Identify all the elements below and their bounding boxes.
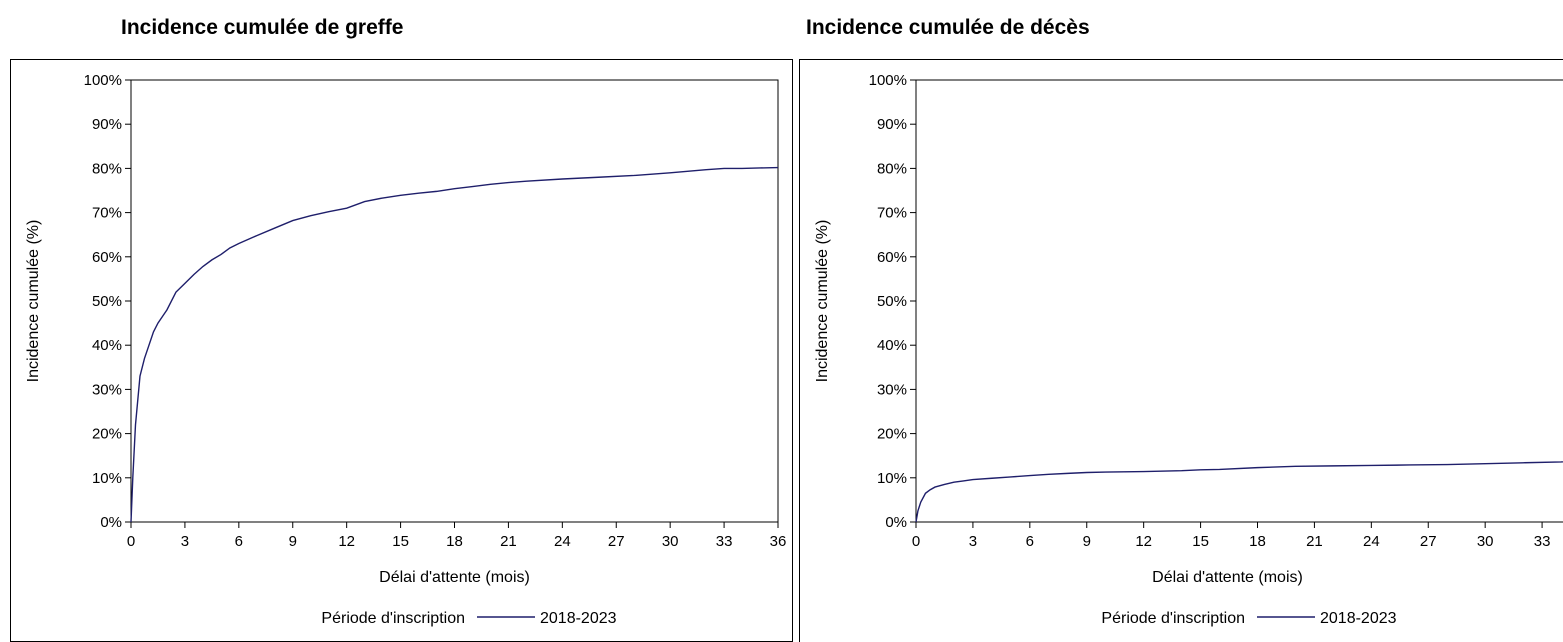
plot-frame	[130, 79, 779, 523]
y-tick-label: 50%	[92, 293, 122, 310]
x-tick-label: 33	[716, 533, 733, 550]
legend-entry: 2018-2023	[1320, 610, 1397, 627]
y-tick-label: 10%	[877, 470, 907, 487]
x-tick-label: 12	[1135, 533, 1152, 550]
x-tick-label: 12	[338, 533, 355, 550]
x-tick-label: 21	[500, 533, 517, 550]
y-tick-label: 70%	[92, 205, 122, 222]
x-axis-label: Délai d'attente (mois)	[1152, 569, 1303, 586]
y-tick-label: 0%	[885, 514, 907, 531]
x-tick-label: 15	[1192, 533, 1209, 550]
x-tick-label: 30	[662, 533, 679, 550]
y-tick-label: 30%	[92, 381, 122, 398]
y-tick-label: 90%	[877, 116, 907, 133]
legend-title: Période d'inscription	[1101, 610, 1245, 627]
x-tick-label: 18	[1249, 533, 1266, 550]
x-tick-label: 0	[912, 533, 920, 550]
y-tick-label: 70%	[877, 205, 907, 222]
y-tick-label: 80%	[877, 160, 907, 177]
y-tick-label: 100%	[84, 72, 122, 89]
x-tick-label: 24	[554, 533, 571, 550]
panel-border	[10, 59, 793, 642]
y-tick-label: 0%	[100, 514, 122, 531]
y-tick-label: 50%	[877, 293, 907, 310]
y-tick-label: 90%	[92, 116, 122, 133]
y-tick-label: 40%	[877, 337, 907, 354]
plot-frame	[915, 79, 1563, 523]
y-axis-label: Incidence cumulée (%)	[814, 220, 831, 383]
x-tick-label: 3	[181, 533, 189, 550]
y-tick-label: 60%	[92, 249, 122, 266]
x-tick-label: 24	[1363, 533, 1380, 550]
series-line	[130, 166, 779, 523]
x-tick-label: 3	[969, 533, 977, 550]
x-tick-label: 21	[1306, 533, 1323, 550]
x-tick-label: 27	[608, 533, 625, 550]
x-tick-label: 15	[392, 533, 409, 550]
y-tick-label: 30%	[877, 381, 907, 398]
y-tick-label: 20%	[92, 426, 122, 443]
x-tick-label: 18	[446, 533, 463, 550]
chart-greffe: 0%10%20%30%40%50%60%70%80%90%100%0 3 6 9 12 1…	[10, 59, 793, 642]
x-tick-label: 0	[127, 533, 135, 550]
x-tick-label: 36	[770, 533, 787, 550]
x-tick-label: 9	[1083, 533, 1091, 550]
x-tick-label: 30	[1477, 533, 1494, 550]
x-tick-label: 6	[1026, 533, 1034, 550]
y-tick-label: 40%	[92, 337, 122, 354]
chart-deces: 0% 10% 20% 30% 40% 50% 60% 70% 80% 90% 100% 0 3 6 9 12 1…	[799, 59, 1563, 642]
x-tick-label: 9	[289, 533, 297, 550]
y-tick-label: 10%	[92, 470, 122, 487]
chart-title-deces: Incidence cumulée de décès	[806, 16, 1090, 39]
x-axis-label: Délai d'attente (mois)	[379, 569, 530, 586]
y-tick-label: 100%	[869, 72, 907, 89]
legend-entry: 2018-2023	[540, 610, 617, 627]
legend-title: Période d'inscription	[321, 610, 465, 627]
y-axis-label: Incidence cumulée (%)	[25, 220, 42, 383]
x-tick-label: 6	[235, 533, 243, 550]
x-tick-label: 27	[1420, 533, 1437, 550]
y-tick-label: 20%	[877, 426, 907, 443]
y-tick-label: 60%	[877, 249, 907, 266]
panel-border	[799, 59, 1563, 642]
x-tick-label: 33	[1534, 533, 1551, 550]
series-line	[915, 461, 1563, 523]
y-tick-label: 80%	[92, 160, 122, 177]
chart-title-greffe: Incidence cumulée de greffe	[121, 16, 404, 39]
